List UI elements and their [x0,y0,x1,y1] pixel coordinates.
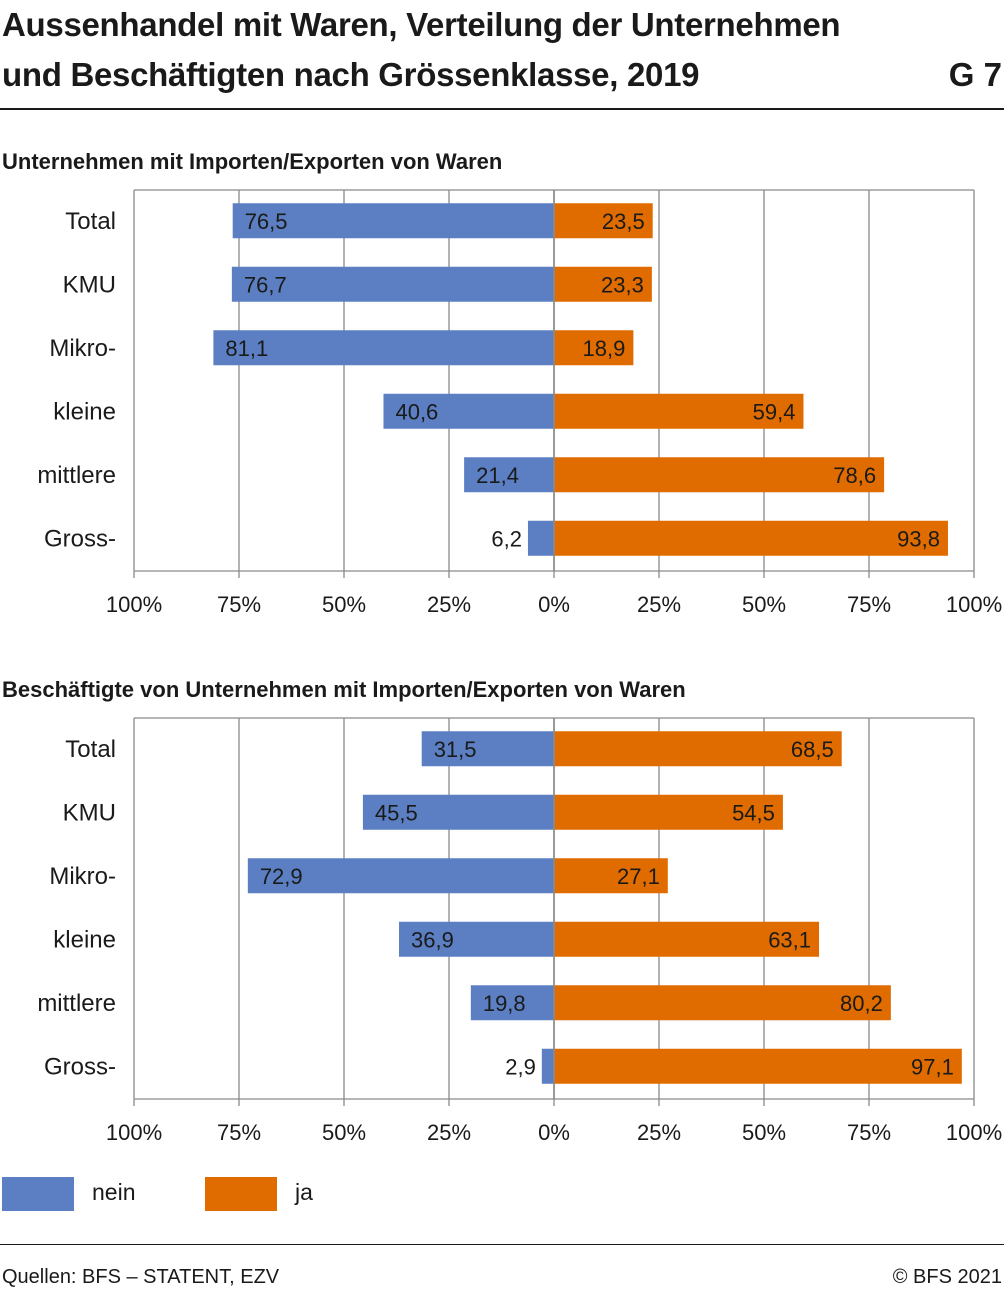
x-tick-label: 75% [217,592,261,617]
data-label-ja: 68,5 [791,737,834,762]
bar-ja [554,330,634,366]
data-label-nein: 36,9 [411,927,454,952]
x-tick-label: 100% [106,1120,162,1145]
data-label-nein: 81,1 [225,336,268,361]
bar-ja [554,794,783,830]
bar-nein [464,457,554,493]
x-tick-label: 50% [742,1120,786,1145]
bar-ja [554,985,891,1021]
footer-copyright: © BFS 2021 [892,1266,1002,1288]
bar-ja [554,921,820,957]
data-label-ja: 78,6 [833,463,876,488]
data-label-nein: 31,5 [434,737,477,762]
bar-nein [527,520,554,556]
x-tick-label: 25% [427,1120,471,1145]
legend-swatch-nein [2,1177,74,1211]
bar-ja [554,1048,962,1084]
bar-nein [421,731,554,767]
data-label-ja: 18,9 [583,336,626,361]
category-label: mittlere [37,990,116,1017]
category-label: kleine [53,398,116,425]
x-tick-label: 50% [742,592,786,617]
x-tick-label: 0% [538,1120,570,1145]
x-tick-label: 50% [322,1120,366,1145]
page-title: Aussenhandel mit Waren, Verteilung der U… [2,0,932,100]
category-label: Mikro- [49,863,116,890]
x-tick-label: 25% [637,592,681,617]
data-label-nein: 6,2 [491,526,522,551]
x-tick-label: 100% [946,592,1002,617]
category-label: KMU [63,271,116,298]
category-label: Gross- [44,525,116,552]
bar-ja [554,858,668,894]
x-tick-label: 50% [322,592,366,617]
x-tick-label: 75% [217,1120,261,1145]
title-divider [0,108,1004,110]
chart-companies: 100% 75% 50% 25% 0% 25% 50% 75% 100% Total 76,5 23,… [37,189,1002,617]
legend-swatch-ja [205,1177,277,1211]
bar-nein [213,330,554,366]
footer-divider [0,1244,1004,1245]
bar-ja [554,266,652,302]
category-label: kleine [53,926,116,953]
x-tick-label: 75% [847,1120,891,1145]
data-label-nein: 21,4 [476,463,519,488]
bar-ja [554,520,948,556]
data-label-ja: 59,4 [753,399,796,424]
bar-nein [232,203,554,239]
data-label-nein: 76,5 [245,209,288,234]
category-label: Gross- [44,1053,116,1080]
bar-nein [399,921,554,957]
bar-ja [554,393,804,429]
bar-nein [470,985,554,1021]
legend-label-nein: nein [92,1179,136,1205]
data-label-ja: 27,1 [617,864,660,889]
title-line-2: und Beschäftigten nach Grössenklasse, 20… [2,56,700,93]
category-label: Total [65,208,116,235]
data-label-nein: 45,5 [375,800,418,825]
x-tick-label: 100% [106,592,162,617]
bar-nein [541,1048,554,1084]
data-label-nein: 19,8 [483,991,526,1016]
bar-nein [362,794,554,830]
x-tick-label: 75% [847,592,891,617]
figure-id: G 7 [948,56,1002,93]
bar-ja [554,731,842,767]
category-label: Total [65,736,116,763]
data-label-nein: 76,7 [244,272,287,297]
x-tick-label: 25% [637,1120,681,1145]
data-label-ja: 80,2 [840,991,883,1016]
bar-nein [247,858,554,894]
data-label-ja: 54,5 [732,800,775,825]
data-label-ja: 97,1 [911,1054,954,1079]
x-tick-label: 0% [538,592,570,617]
chart-1-title: Unternehmen mit Importen/Exporten von Wa… [2,149,503,174]
category-label: mittlere [37,462,116,489]
bar-ja [554,457,885,493]
x-tick-label: 100% [946,1120,1002,1145]
data-label-ja: 93,8 [897,526,940,551]
chart-employees: 100% 75% 50% 25% 0% 25% 50% 75% 100% Total 31,5 68,… [37,717,1002,1145]
legend-label-ja: ja [295,1179,313,1205]
data-label-ja: 63,1 [768,927,811,952]
x-tick-label: 25% [427,592,471,617]
title-line-1: Aussenhandel mit Waren, Verteilung der U… [2,6,841,43]
bar-nein [231,266,555,302]
category-label: Mikro- [49,335,116,362]
footer-source: Quellen: BFS – STATENT, EZV [2,1266,280,1288]
bar-nein [383,393,554,429]
data-label-nein: 40,6 [395,399,438,424]
chart-2-title: Beschäftigte von Unternehmen mit Importe… [2,677,686,702]
data-label-ja: 23,3 [601,272,644,297]
bar-ja [554,203,653,239]
data-label-nein: 72,9 [260,864,303,889]
category-label: KMU [63,799,116,826]
data-label-ja: 23,5 [602,209,645,234]
data-label-nein: 2,9 [505,1054,536,1079]
